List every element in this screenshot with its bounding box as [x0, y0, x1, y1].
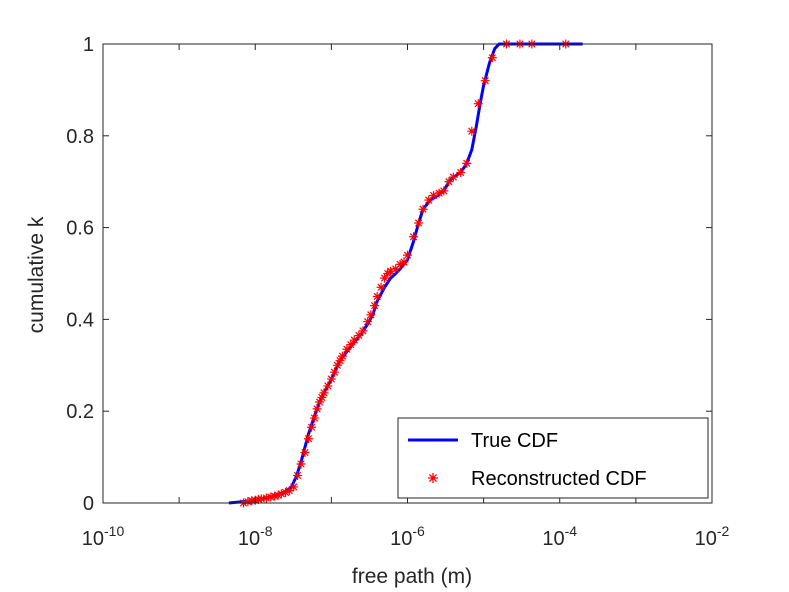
reconstructed-point	[346, 340, 356, 350]
reconstructed-point	[403, 250, 412, 260]
reconstructed-point	[409, 232, 419, 242]
reconstructed-point	[358, 326, 368, 336]
reconstructed-point	[256, 494, 266, 504]
reconstructed-point	[270, 491, 280, 501]
reconstructed-point	[330, 367, 340, 377]
reconstructed-point	[424, 195, 434, 205]
reconstructed-point	[289, 482, 299, 492]
tick-labels: 10-10 10-8 10-6 10-4 10-2 0 0.2 0.4 0.6 0.8 1	[66, 34, 729, 550]
reconstructed-point	[380, 273, 390, 283]
reconstructed-point	[284, 486, 294, 496]
reconstructed-point	[354, 330, 364, 340]
reconstructed-point	[439, 186, 449, 196]
reconstructed-point	[473, 99, 483, 109]
reconstructed-point	[276, 489, 286, 499]
reconstructed-point	[342, 344, 352, 354]
x-tick-label: 10-2	[695, 523, 730, 550]
reconstructed-point	[480, 76, 490, 86]
reconstructed-point	[487, 53, 497, 63]
reconstructed-point	[332, 360, 342, 370]
reconstructed-point	[395, 259, 405, 269]
reconstructed-point	[376, 282, 386, 292]
reconstructed-point	[429, 190, 439, 200]
reconstructed-point	[370, 301, 380, 311]
reconstructed-point	[462, 158, 472, 168]
reconstructed-point	[418, 204, 428, 214]
x-tick-label: 10-4	[542, 523, 577, 550]
legend-label: True CDF	[471, 430, 558, 452]
reconstructed-point	[317, 392, 327, 402]
reconstructed-point	[266, 492, 276, 502]
legend-box	[397, 417, 709, 499]
reconstructed-point	[335, 356, 345, 366]
y-tick-label: 0.6	[66, 218, 94, 240]
reconstructed-point	[386, 266, 396, 276]
reconstructed-point	[309, 413, 319, 423]
legend: True CDF Reconstructed CDF	[397, 417, 709, 499]
reconstructed-point	[399, 257, 409, 267]
y-tick-label: 0.8	[66, 126, 94, 148]
legend-label: Reconstructed CDF	[471, 468, 647, 490]
x-tick-label: 10-10	[82, 523, 125, 550]
reconstructed-point	[296, 459, 306, 469]
reconstructed-point	[414, 218, 424, 228]
x-axis-label: free path (m)	[352, 565, 472, 588]
axes	[102, 43, 713, 504]
reconstructed-point	[467, 126, 477, 136]
y-axis-label: cumulative k	[25, 216, 48, 333]
reconstructed-point	[444, 177, 454, 187]
reconstructed-point	[312, 404, 322, 414]
reconstructed-point	[303, 434, 313, 444]
reconstructed-point	[363, 317, 373, 327]
reconstructed-point	[326, 374, 336, 384]
reconstructed-point	[372, 291, 382, 301]
reconstructed-point	[366, 310, 376, 320]
reconstructed-point	[281, 487, 291, 497]
legend-marker-swatch	[428, 473, 438, 483]
y-tick-label: 1	[83, 34, 94, 56]
reconstructed-point	[319, 388, 329, 398]
x-tick-label: 10-8	[238, 523, 273, 550]
y-tick-label: 0	[83, 493, 94, 515]
reconstructed-point	[307, 422, 317, 432]
y-tick-label: 0.4	[66, 309, 94, 331]
reconstructed-point	[391, 264, 401, 274]
reconstructed-point	[273, 490, 283, 500]
reconstructed-point	[434, 188, 444, 198]
reconstructed-point	[315, 397, 325, 407]
reconstructed-point	[261, 493, 271, 503]
reconstructed-point	[323, 381, 333, 391]
reconstructed-point	[349, 335, 359, 345]
reconstructed-point	[300, 448, 310, 458]
reconstructed-point	[293, 470, 303, 480]
y-tick-label: 0.2	[66, 401, 94, 423]
reconstructed-point	[448, 172, 458, 182]
reconstructed-point	[456, 168, 466, 178]
reconstructed-point	[243, 497, 253, 507]
x-tick-label: 10-6	[390, 523, 425, 550]
reconstructed-point	[337, 351, 347, 361]
